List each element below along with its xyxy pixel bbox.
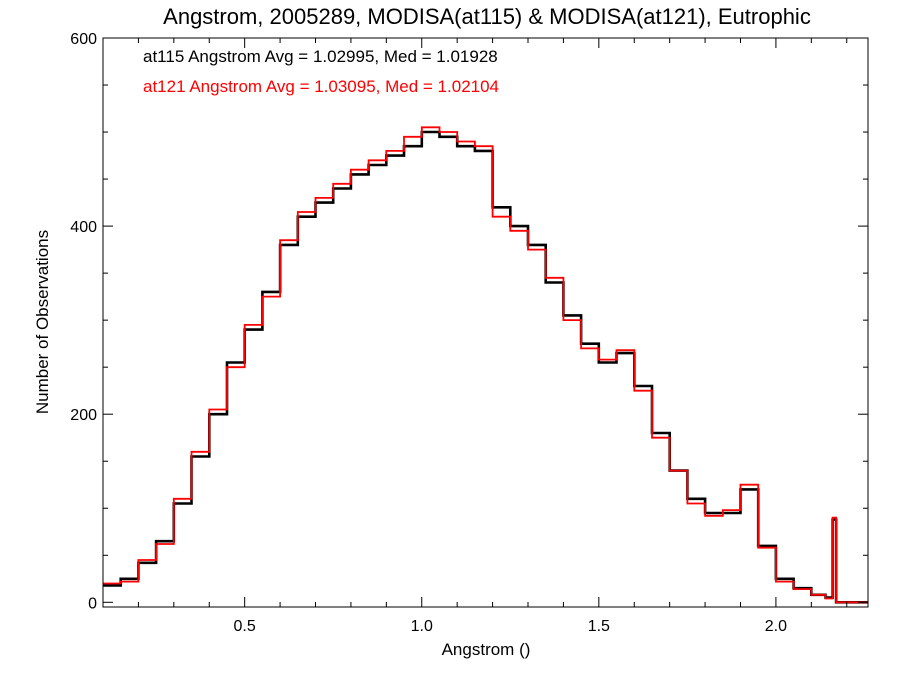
x-axis-label: Angstrom ()	[442, 640, 531, 659]
series-line-at121	[103, 126, 868, 604]
ticks-layer: 0.5 1.0 1.5 2.0 0 200 400 600	[70, 31, 868, 635]
series-annotation-at121: at121 Angstrom Avg = 1.03095, Med = 1.02…	[143, 77, 499, 96]
series-layer	[103, 126, 868, 604]
chart-title: Angstrom, 2005289, MODISA(at115) & MODIS…	[163, 4, 811, 29]
x-tick-label: 1.0	[411, 618, 433, 635]
x-tick-label: 2.0	[765, 618, 787, 635]
y-tick-label: 600	[70, 31, 97, 48]
x-tick-label: 1.5	[588, 618, 610, 635]
series-annotation-at115: at115 Angstrom Avg = 1.02995, Med = 1.01…	[143, 47, 498, 66]
y-tick-label: 400	[70, 219, 97, 236]
plot-frame	[102, 37, 869, 608]
series-line-at115	[103, 130, 868, 604]
y-tick-label: 200	[70, 407, 97, 424]
x-tick-label: 0.5	[234, 618, 256, 635]
y-axis-label: Number of Observations	[33, 230, 52, 414]
y-tick-label: 0	[88, 595, 97, 612]
